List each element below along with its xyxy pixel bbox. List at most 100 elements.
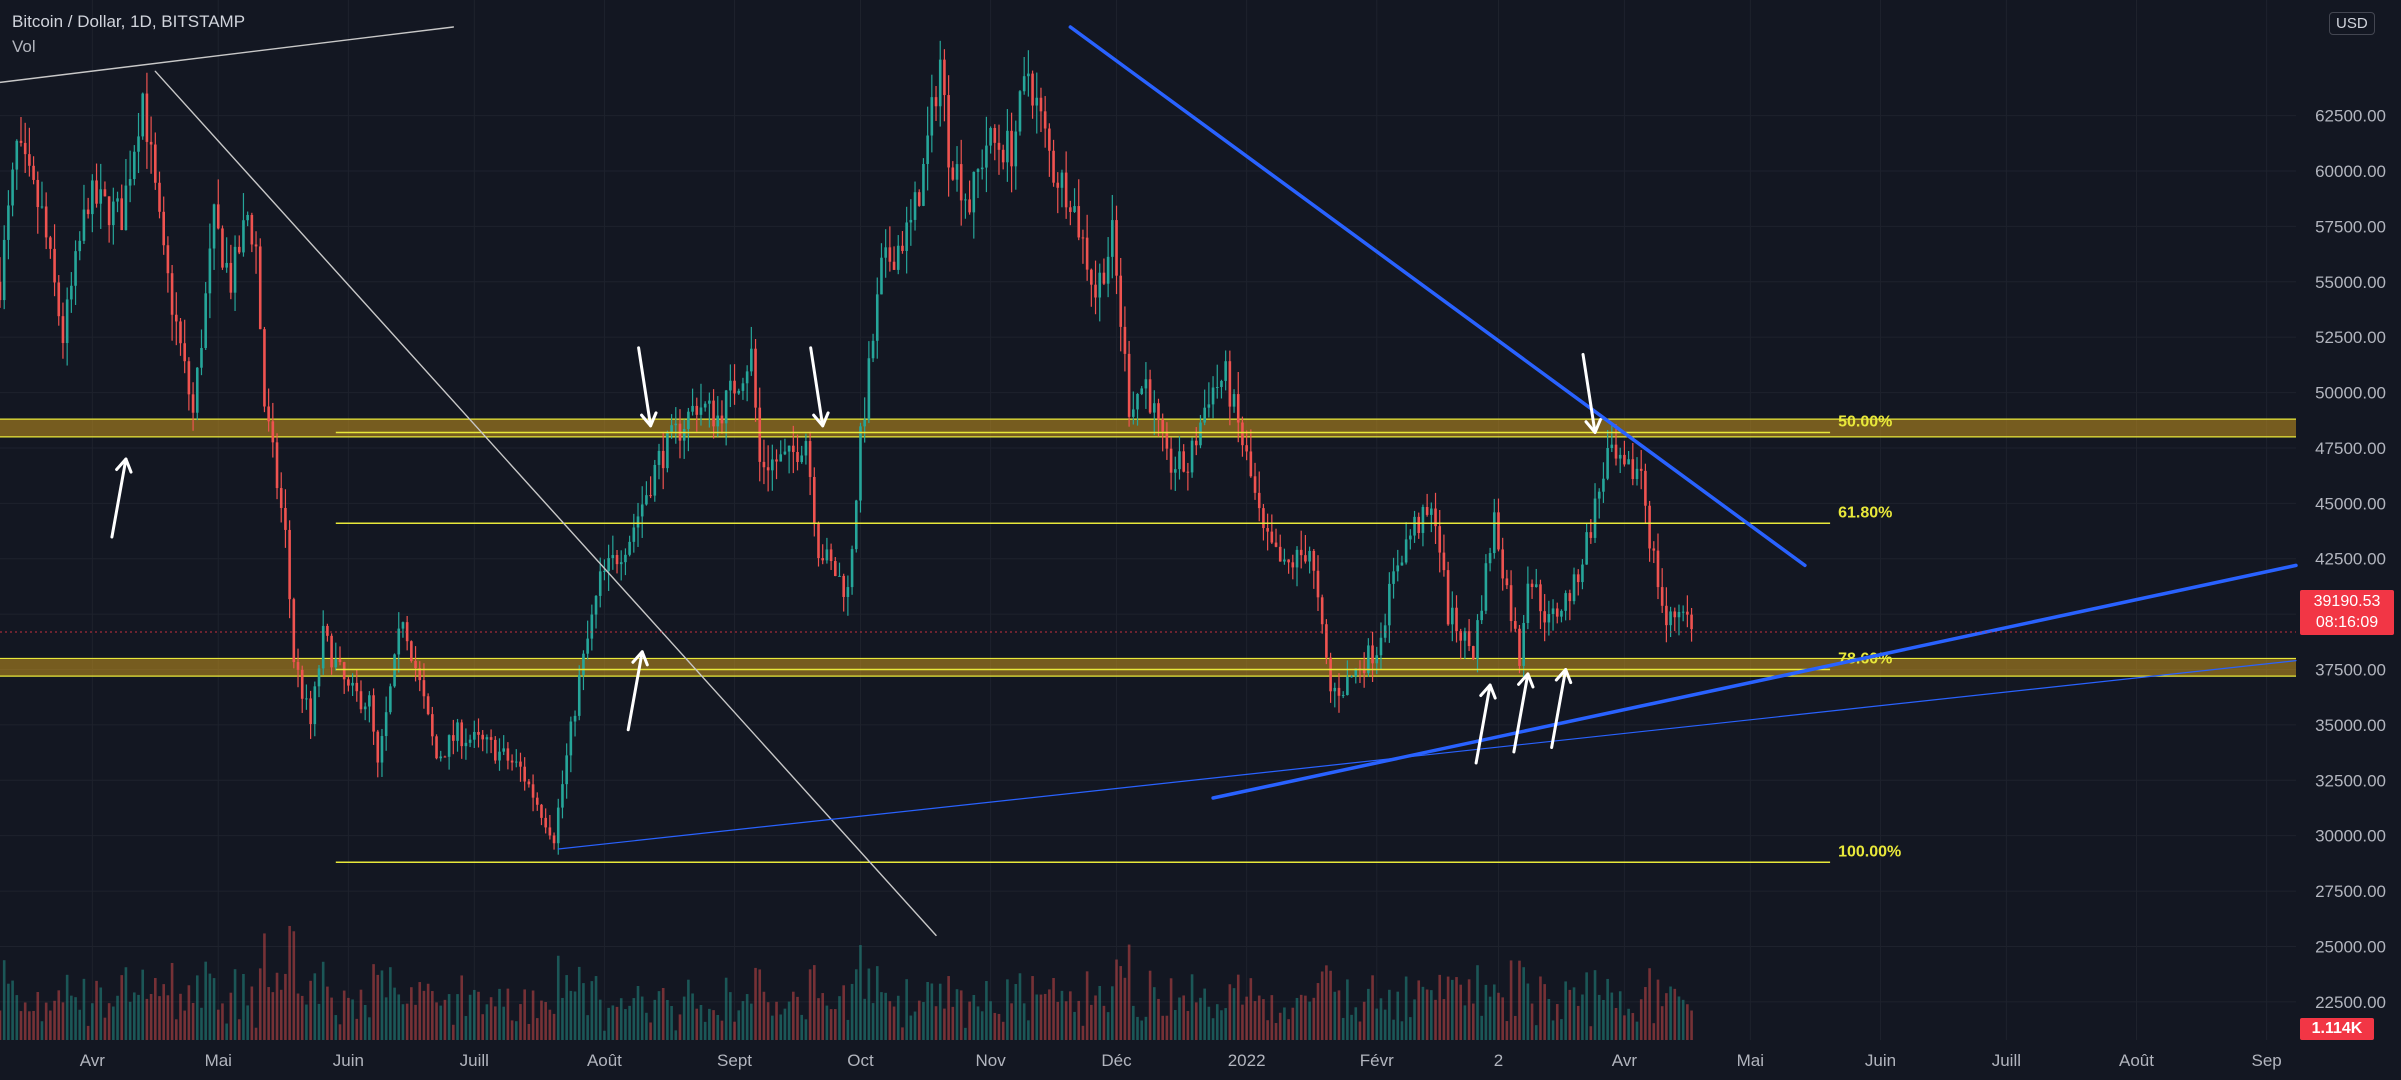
candle-body <box>842 575 845 597</box>
volume-bar <box>1375 1008 1379 1040</box>
volume-bar <box>292 931 296 1040</box>
volume-bar <box>1597 994 1601 1040</box>
candle-body <box>1010 130 1013 167</box>
candle-body <box>250 214 254 245</box>
candle-body <box>745 371 749 384</box>
candle-body <box>195 367 199 413</box>
candle-body <box>1350 676 1353 678</box>
candle-body <box>577 675 581 716</box>
volume-bar <box>1056 1001 1060 1040</box>
candle-body <box>544 817 547 828</box>
candle-body <box>880 257 883 295</box>
volume-bar <box>288 925 291 1040</box>
symbol-title[interactable]: Bitcoin / Dollar, 1D, BITSTAMP <box>12 12 246 31</box>
candle-body <box>1383 625 1387 638</box>
candle-body <box>808 441 812 477</box>
volume-bar <box>1035 994 1039 1040</box>
volume-bar <box>1169 978 1173 1040</box>
volume-bar <box>443 999 447 1040</box>
volume-bar <box>1585 972 1588 1040</box>
volume-bar <box>162 984 166 1040</box>
volume-bar <box>355 1018 359 1040</box>
y-tick-label: 50000.00 <box>2315 384 2386 403</box>
candle-body <box>452 735 455 741</box>
volume-bar <box>141 969 145 1040</box>
volume-bar <box>909 1015 913 1040</box>
volume-bar <box>1358 1021 1362 1040</box>
candle-body <box>611 555 615 559</box>
volume-bar <box>1442 999 1446 1040</box>
arrow-shaft <box>1581 352 1597 434</box>
volume-bar <box>955 989 959 1040</box>
volume-bar <box>208 973 212 1040</box>
volume-bar <box>598 999 602 1040</box>
candle-body <box>594 595 598 615</box>
candle-body <box>82 209 86 241</box>
candle-body <box>1379 637 1383 656</box>
candle-body <box>892 261 896 270</box>
volume-bar <box>556 955 560 1040</box>
volume-bar <box>1186 1010 1190 1040</box>
volume-bar <box>1194 1002 1198 1040</box>
volume-bar <box>813 965 816 1040</box>
volume-bar <box>590 981 594 1040</box>
candle-body <box>1639 468 1643 471</box>
candle-body <box>666 432 669 469</box>
volume-bar <box>896 995 900 1040</box>
volume-bar <box>1278 1012 1282 1040</box>
volume-bar <box>74 997 77 1040</box>
volume-bar <box>1484 984 1488 1040</box>
candle-body <box>1325 624 1328 658</box>
volume-bar <box>263 933 266 1040</box>
price-axis[interactable]: 22500.00 25000.00 27500.00 30000.00 32500.00… <box>2315 19 2386 1012</box>
volume-bar <box>1379 998 1383 1040</box>
candle-body <box>221 228 224 268</box>
volume-bar <box>1106 1012 1110 1040</box>
volume-bar <box>1337 990 1341 1040</box>
volume-bar <box>422 990 426 1040</box>
volume-bar <box>1115 959 1118 1040</box>
volume-bar <box>1052 978 1055 1040</box>
candle-body <box>850 549 854 588</box>
volume-bar <box>519 1004 522 1040</box>
candle-body <box>158 182 161 212</box>
volume-legend: Vol <box>12 37 36 56</box>
annotation-arrow <box>110 457 133 539</box>
arrow-head <box>1479 683 1497 700</box>
volume-bar <box>729 992 732 1040</box>
candle-body <box>552 835 556 844</box>
volume-bar <box>842 985 845 1040</box>
volume-bar <box>271 992 275 1040</box>
candle-body <box>124 185 128 231</box>
x-tick-label: Févr <box>1360 1051 1394 1070</box>
candle-body <box>1467 631 1471 647</box>
volume-bar <box>959 990 963 1040</box>
candle-body <box>1618 454 1622 459</box>
x-tick-label: Mai <box>1737 1051 1764 1070</box>
candle-body <box>502 748 505 752</box>
volume-bar <box>766 1002 770 1040</box>
volume-bar <box>1245 996 1248 1040</box>
candle-body <box>95 180 98 204</box>
currency-button[interactable]: USD <box>2329 12 2375 35</box>
candle-body <box>313 686 317 725</box>
candle-body <box>1337 687 1341 696</box>
candle-body <box>1665 605 1668 626</box>
arrow-head <box>640 411 658 428</box>
candle-body <box>1413 516 1416 536</box>
candle-body <box>347 679 350 686</box>
x-tick-label: Avr <box>80 1051 106 1070</box>
volume-bar <box>95 980 98 1040</box>
volume-bar <box>792 991 795 1040</box>
time-axis[interactable]: Avr Mai Juin Juill Août Sept Oct Nov Déc 2022 Févr… <box>80 1051 2282 1070</box>
volume-bar <box>661 987 665 1040</box>
candle-body <box>1203 407 1206 423</box>
volume-bar <box>183 1010 186 1040</box>
volume-bar <box>414 1004 417 1040</box>
candle-body <box>930 97 934 136</box>
x-tick-label: Oct <box>847 1051 874 1070</box>
candle-body <box>86 209 90 215</box>
volume-bar <box>1090 1004 1093 1040</box>
candle-body <box>145 93 149 142</box>
